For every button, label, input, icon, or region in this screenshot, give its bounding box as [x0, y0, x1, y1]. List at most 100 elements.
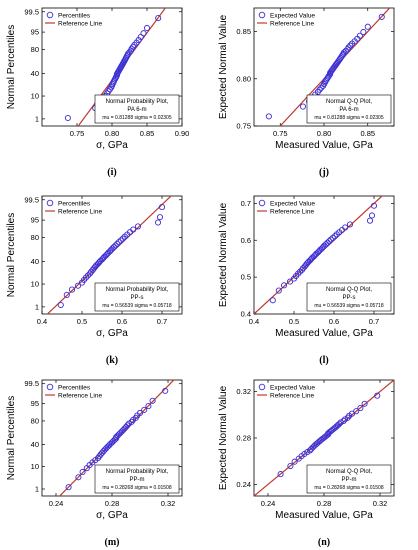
- x-tick-label: 0.24: [261, 499, 276, 508]
- data-point: [326, 238, 333, 245]
- y-tick-label: 80: [31, 416, 39, 425]
- y-tick-label: 0.75: [236, 122, 251, 131]
- y-tick-label: 0.4: [241, 310, 251, 319]
- x-tick-label: 0.6: [329, 317, 339, 326]
- y-axis-label: Normal Percentiles: [6, 25, 17, 109]
- legend-marker-label: Expected Value: [270, 13, 315, 20]
- x-tick-label: 0.5: [77, 317, 87, 326]
- chart-i: 0.75 0.80 0.85 0.90 1 10 40 80 95 99.5 σ, GPa Norma…: [6, 7, 189, 178]
- data-point: [124, 422, 131, 429]
- annotation-line: mu = 0.28268 sigma = 0.01508: [102, 485, 171, 491]
- x-tick-label: 0.80: [317, 129, 332, 138]
- annotation-line: PP-m: [342, 477, 357, 483]
- y-tick-label: 95: [31, 216, 39, 225]
- y-tick-label: 0.85: [236, 27, 251, 36]
- x-tick-label: 0.75: [273, 129, 288, 138]
- x-tick-label: 0.28: [105, 499, 120, 508]
- points-group: [65, 387, 169, 491]
- x-tick-label: 0.80: [105, 129, 120, 138]
- y-tick-label: 95: [31, 28, 39, 37]
- y-tick-label: 80: [31, 45, 39, 54]
- x-axis-label: Measured Value, GPa: [275, 140, 373, 151]
- legend-marker-symbol: [46, 383, 54, 391]
- x-axis-label: Measured Value, GPa: [275, 328, 373, 339]
- data-point: [154, 219, 162, 226]
- data-point: [353, 408, 360, 415]
- annotation-line: Normal Probability Plot,: [106, 469, 169, 475]
- y-tick-label: 10: [31, 462, 39, 471]
- y-tick-label: 99.5: [24, 7, 39, 16]
- data-point: [326, 72, 333, 79]
- points-group: [277, 392, 381, 478]
- x-tick-label: 0.85: [140, 129, 155, 138]
- data-point: [114, 240, 121, 247]
- chart-k: 0.4 0.5 0.6 0.7 1 10 40 80 95 99.5 σ, GPa Normal Pe…: [6, 195, 183, 366]
- x-tick-label: 0.75: [70, 129, 85, 138]
- y-tick-label: 0.24: [236, 480, 251, 489]
- legend-marker-label: Percentiles: [58, 201, 91, 208]
- annotation-line: PP-s: [342, 295, 355, 301]
- data-point: [75, 474, 82, 481]
- points-group: [269, 202, 378, 304]
- data-point: [134, 223, 142, 230]
- data-point: [356, 32, 363, 39]
- data-point: [366, 217, 374, 224]
- data-point: [162, 387, 169, 394]
- data-point: [136, 409, 144, 417]
- annotation-box: Normal Probability Plot, PP-m mu = 0.28268…: [94, 464, 180, 494]
- data-point: [119, 235, 126, 242]
- data-point: [327, 236, 334, 243]
- data-point: [364, 23, 371, 30]
- annotation-frame: [306, 282, 392, 312]
- panel-label: (k): [106, 355, 118, 366]
- x-tick-label: 0.24: [49, 499, 64, 508]
- annotation-line: Normal Probability Plot,: [106, 287, 169, 293]
- data-point: [145, 403, 152, 410]
- annotation-line: Normal Q-Q Plot,: [326, 99, 372, 105]
- data-point: [287, 462, 294, 470]
- data-point: [135, 36, 142, 44]
- annotation-frame: [94, 464, 180, 494]
- y-tick-label: 1: [35, 114, 39, 123]
- data-point: [143, 24, 151, 32]
- legend-line-label: Reference Line: [270, 21, 314, 28]
- y-tick-label: 99.5: [24, 379, 39, 388]
- x-axis-label: σ, GPa: [96, 328, 128, 339]
- panel-label: (n): [318, 537, 330, 548]
- x-tick-label: 0.32: [161, 499, 176, 508]
- y-axis-label: Expected Normal Value: [218, 202, 229, 307]
- annotation-line: PA 6-m: [339, 107, 358, 113]
- annotation-line: PA 6-m: [127, 107, 146, 113]
- y-tick-label: 80: [31, 233, 39, 242]
- legend-marker-symbol: [258, 383, 266, 391]
- annotation-box: Normal Q-Q Plot, PA 6-m mu = 0.81288 sigma…: [306, 94, 392, 124]
- legend-line-label: Reference Line: [58, 21, 102, 28]
- data-point: [57, 301, 64, 309]
- data-point: [341, 49, 348, 56]
- annotation-frame: [306, 94, 392, 124]
- points-group: [64, 15, 162, 122]
- data-point: [342, 224, 349, 231]
- chart-l: 0.4 0.5 0.6 0.7 0.4 0.5 0.6 0.7 Measured Value, …: [218, 195, 395, 366]
- data-point: [329, 234, 336, 241]
- data-point: [269, 297, 276, 304]
- data-point: [155, 15, 162, 22]
- annotation-frame: [94, 282, 180, 312]
- annotation-line: PP-s: [130, 295, 143, 301]
- data-point: [294, 270, 302, 277]
- data-point: [117, 237, 124, 244]
- data-point: [141, 406, 148, 413]
- data-point: [286, 278, 294, 285]
- data-point: [324, 239, 331, 246]
- data-point: [112, 242, 119, 249]
- panel-label: (j): [319, 167, 329, 178]
- legend-marker-label: Expected Value: [270, 385, 315, 392]
- reference-line: [254, 380, 394, 496]
